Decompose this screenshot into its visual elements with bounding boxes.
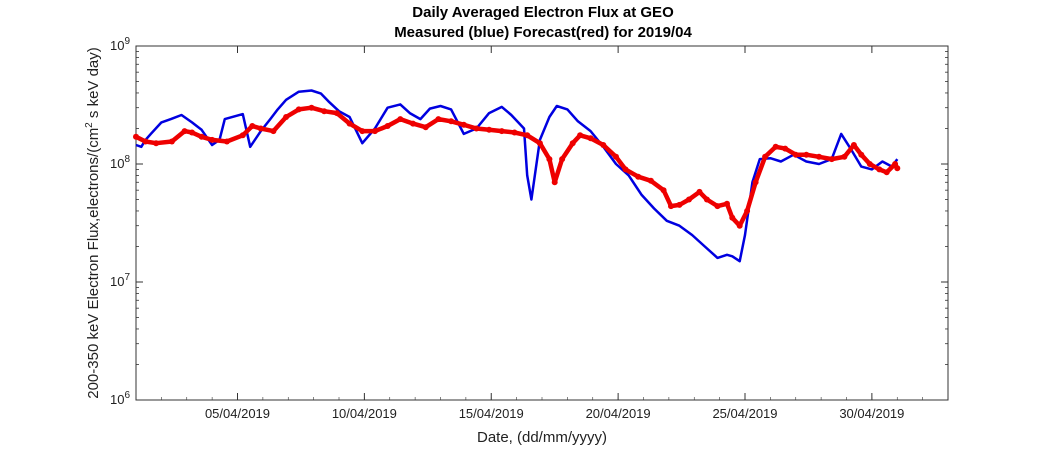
x-axis: 05/04/2019 10/04/2019 15/04/2019 20/04/2019… (135, 46, 949, 421)
y-axis-label-suffix: s keV day) (85, 47, 102, 122)
forecast-point (308, 104, 315, 111)
forecast-point (858, 151, 865, 158)
forecast-point (283, 114, 290, 120)
forecast-point (577, 132, 584, 139)
forecast-point (435, 116, 442, 123)
forecast-point (460, 121, 467, 128)
forecast-point (772, 143, 779, 150)
forecast-point (511, 129, 518, 136)
forecast-point (782, 145, 789, 152)
forecast-point (559, 156, 566, 163)
forecast-point (703, 196, 710, 203)
y-axis-label-prefix: 200-350 keV Electron Flux,electrons/(cm (85, 128, 102, 399)
forecast-point (635, 173, 642, 180)
forecast-point (524, 132, 531, 139)
x-axis-label: Date, (dd/mm/yyyy) (477, 429, 607, 446)
forecast-point (359, 128, 366, 135)
forecast-point (209, 136, 216, 143)
forecast-point (384, 123, 391, 129)
forecast-point (569, 140, 576, 147)
forecast-point (223, 138, 230, 145)
forecast-point (676, 201, 683, 208)
forecast-point (333, 110, 340, 117)
forecast-point (536, 140, 543, 147)
forecast-point (448, 118, 455, 125)
forecast-point (410, 120, 416, 127)
x-tick-label: 10/04/2019 (332, 406, 397, 421)
forecast-point (647, 177, 654, 184)
y-tick-label: 109 (110, 36, 130, 53)
forecast-point (181, 128, 188, 135)
forecast-point (744, 208, 751, 214)
forecast-point (729, 214, 736, 221)
x-tick-label: 15/04/2019 (459, 406, 524, 421)
forecast-point (816, 153, 822, 160)
x-tick-label: 05/04/2019 (205, 406, 270, 421)
forecast-point (894, 165, 901, 172)
forecast-point (850, 142, 857, 148)
y-axis-label-exponent: 2 (84, 122, 95, 128)
forecast-point (346, 120, 353, 127)
x-tick-label: 30/04/2019 (839, 406, 904, 421)
forecast-point (736, 222, 743, 229)
series-layer (133, 89, 901, 263)
forecast-point (803, 151, 810, 158)
forecast-point (422, 124, 429, 131)
forecast-point (866, 161, 873, 167)
chart-title: Daily Averaged Electron Flux at GEO (412, 4, 674, 21)
forecast-point (696, 188, 703, 195)
forecast-point (153, 140, 160, 147)
forecast-point (792, 151, 799, 158)
x-tick-label: 20/04/2019 (586, 406, 651, 421)
forecast-point (239, 132, 246, 139)
y-tick-label: 107 (110, 272, 130, 289)
forecast-point (551, 179, 558, 186)
forecast-point (473, 125, 480, 132)
forecast-point (257, 125, 264, 132)
forecast-point (198, 133, 205, 140)
x-tick-label: 25/04/2019 (712, 406, 777, 421)
forecast-point (249, 123, 256, 129)
forecast-point (622, 166, 629, 173)
forecast-point (168, 138, 175, 145)
forecast-point (397, 116, 404, 123)
forecast-point (498, 128, 505, 135)
forecast-point (321, 108, 328, 115)
forecast-point (883, 169, 890, 176)
forecast-point (587, 135, 594, 142)
forecast-point (828, 156, 835, 163)
forecast-point (189, 129, 195, 136)
forecast-point (876, 166, 883, 173)
forecast-point (752, 179, 759, 186)
chart-subtitle: Measured (blue) Forecast(red) for 2019/0… (394, 24, 692, 41)
y-axis: 106 107 108 109 (110, 36, 948, 407)
forecast-point (686, 196, 692, 203)
y-axis-label: 200-350 keV Electron Flux,electrons/(cm2… (84, 47, 102, 399)
forecast-point (133, 133, 139, 140)
forecast-point (724, 200, 730, 207)
forecast-point (714, 203, 721, 210)
forecast-point (600, 142, 607, 148)
forecast-point (613, 153, 619, 160)
forecast-point (142, 138, 149, 145)
y-tick-label: 108 (110, 154, 130, 171)
y-tick-label: 106 (110, 390, 130, 407)
forecast-point (841, 153, 848, 160)
forecast-point (371, 128, 378, 135)
plot-area (135, 45, 949, 401)
forecast-point (486, 126, 493, 133)
forecast-point (546, 156, 553, 163)
forecast-point (762, 153, 769, 160)
forecast-point (270, 128, 277, 135)
forecast-point (668, 203, 674, 210)
forecast-point (295, 106, 302, 113)
forecast-point (660, 187, 667, 194)
